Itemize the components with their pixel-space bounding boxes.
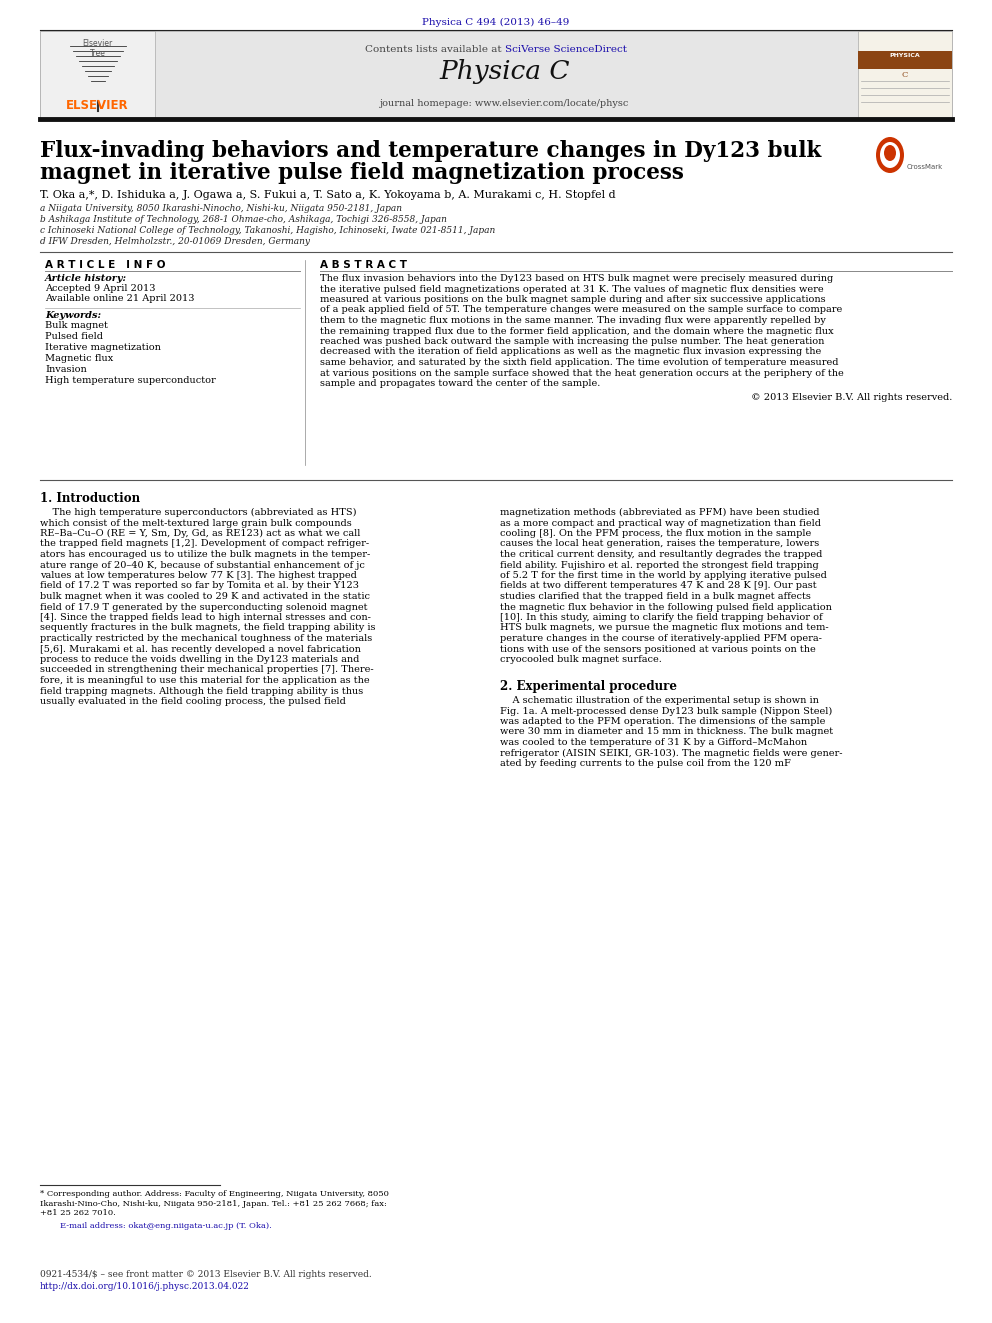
Text: CrossMark: CrossMark <box>907 164 943 169</box>
Text: RE–Ba–Cu–O (RE = Y, Sm, Dy, Gd, as RE123) act as what we call: RE–Ba–Cu–O (RE = Y, Sm, Dy, Gd, as RE123… <box>40 529 360 538</box>
Text: High temperature superconductor: High temperature superconductor <box>45 376 215 385</box>
Bar <box>40 30 952 118</box>
Text: C: C <box>902 71 909 79</box>
Text: Ikarashi-Nino-Cho, Nishi-ku, Niigata 950-2181, Japan. Tel.: +81 25 262 7668; fax: Ikarashi-Nino-Cho, Nishi-ku, Niigata 950… <box>40 1200 387 1208</box>
Text: 1. Introduction: 1. Introduction <box>40 492 140 505</box>
Text: fields at two different temperatures 47 K and 28 K [9]. Our past: fields at two different temperatures 47 … <box>500 582 816 590</box>
Text: PHYSICA: PHYSICA <box>890 53 921 58</box>
Text: usually evaluated in the field cooling process, the pulsed field: usually evaluated in the field cooling p… <box>40 697 346 706</box>
Text: magnetization methods (abbreviated as PFM) have been studied: magnetization methods (abbreviated as PF… <box>500 508 819 517</box>
Ellipse shape <box>880 142 900 168</box>
Text: Magnetic flux: Magnetic flux <box>45 355 113 363</box>
Text: Physica C: Physica C <box>439 60 570 83</box>
Text: sample and propagates toward the center of the sample.: sample and propagates toward the center … <box>320 378 600 388</box>
Text: was adapted to the PFM operation. The dimensions of the sample: was adapted to the PFM operation. The di… <box>500 717 825 726</box>
Text: The flux invasion behaviors into the Dy123 based on HTS bulk magnet were precise: The flux invasion behaviors into the Dy1… <box>320 274 833 283</box>
Text: values at low temperatures below 77 K [3]. The highest trapped: values at low temperatures below 77 K [3… <box>40 572 357 579</box>
Text: field ability. Fujishiro et al. reported the strongest field trapping: field ability. Fujishiro et al. reported… <box>500 561 818 569</box>
Text: them to the magnetic flux motions in the same manner. The invading flux were app: them to the magnetic flux motions in the… <box>320 316 826 325</box>
Text: Available online 21 April 2013: Available online 21 April 2013 <box>45 294 194 303</box>
Text: succeeded in strengthening their mechanical properties [7]. There-: succeeded in strengthening their mechani… <box>40 665 374 675</box>
Text: * Corresponding author. Address: Faculty of Engineering, Niigata University, 805: * Corresponding author. Address: Faculty… <box>40 1189 389 1199</box>
Text: Pulsed field: Pulsed field <box>45 332 103 341</box>
Text: the trapped field magnets [1,2]. Development of compact refriger-: the trapped field magnets [1,2]. Develop… <box>40 540 369 549</box>
Text: b Ashikaga Institute of Technology, 268-1 Ohmae-cho, Ashikaga, Tochigi 326-8558,: b Ashikaga Institute of Technology, 268-… <box>40 216 446 224</box>
Text: A R T I C L E   I N F O: A R T I C L E I N F O <box>45 261 166 270</box>
Text: process to reduce the voids dwelling in the Dy123 materials and: process to reduce the voids dwelling in … <box>40 655 359 664</box>
Bar <box>40 30 155 118</box>
Text: measured at various positions on the bulk magnet sample during and after six suc: measured at various positions on the bul… <box>320 295 825 304</box>
Text: bulk magnet when it was cooled to 29 K and activated in the static: bulk magnet when it was cooled to 29 K a… <box>40 591 370 601</box>
Text: of 5.2 T for the first time in the world by applying iterative pulsed: of 5.2 T for the first time in the world… <box>500 572 827 579</box>
Text: 2. Experimental procedure: 2. Experimental procedure <box>500 680 677 693</box>
Text: Keywords:: Keywords: <box>45 311 101 320</box>
Text: as a more compact and practical way of magnetization than field: as a more compact and practical way of m… <box>500 519 821 528</box>
Text: E-mail address: okat@eng.niigata-u.ac.jp (T. Oka).: E-mail address: okat@eng.niigata-u.ac.jp… <box>60 1221 272 1229</box>
Text: Contents lists available at: Contents lists available at <box>365 45 505 54</box>
Text: fore, it is meaningful to use this material for the application as the: fore, it is meaningful to use this mater… <box>40 676 370 685</box>
Text: perature changes in the course of iteratively-applied PFM opera-: perature changes in the course of iterat… <box>500 634 822 643</box>
Text: SciVerse ScienceDirect: SciVerse ScienceDirect <box>505 45 627 54</box>
Text: [4]. Since the trapped fields lead to high internal stresses and con-: [4]. Since the trapped fields lead to hi… <box>40 613 371 622</box>
Text: of a peak applied field of 5T. The temperature changes were measured on the samp: of a peak applied field of 5T. The tempe… <box>320 306 842 315</box>
Text: cooling [8]. On the PFM process, the flux motion in the sample: cooling [8]. On the PFM process, the flu… <box>500 529 811 538</box>
Text: cryocooled bulk magnet surface.: cryocooled bulk magnet surface. <box>500 655 662 664</box>
Text: same behavior, and saturated by the sixth field application. The time evolution : same behavior, and saturated by the sixt… <box>320 359 838 366</box>
Text: which consist of the melt-textured large grain bulk compounds: which consist of the melt-textured large… <box>40 519 352 528</box>
Ellipse shape <box>884 146 896 161</box>
Text: causes the local heat generation, raises the temperature, lowers: causes the local heat generation, raises… <box>500 540 819 549</box>
Text: HTS bulk magnets, we pursue the magnetic flux motions and tem-: HTS bulk magnets, we pursue the magnetic… <box>500 623 828 632</box>
Text: 0921-4534/$ – see front matter © 2013 Elsevier B.V. All rights reserved.: 0921-4534/$ – see front matter © 2013 El… <box>40 1270 372 1279</box>
Text: refrigerator (AISIN SEIKI, GR-103). The magnetic fields were gener-: refrigerator (AISIN SEIKI, GR-103). The … <box>500 749 842 758</box>
Text: sequently fractures in the bulk magnets, the field trapping ability is: sequently fractures in the bulk magnets,… <box>40 623 376 632</box>
Text: at various positions on the sample surface showed that the heat generation occur: at various positions on the sample surfa… <box>320 369 844 377</box>
Text: The high temperature superconductors (abbreviated as HTS): The high temperature superconductors (ab… <box>40 508 356 517</box>
Text: c Ichinoseki National College of Technology, Takanoshi, Hagisho, Ichinoseki, Iwa: c Ichinoseki National College of Technol… <box>40 226 495 235</box>
Text: were 30 mm in diameter and 15 mm in thickness. The bulk magnet: were 30 mm in diameter and 15 mm in thic… <box>500 728 833 737</box>
Text: field trapping magnets. Although the field trapping ability is thus: field trapping magnets. Although the fie… <box>40 687 363 696</box>
Text: http://dx.doi.org/10.1016/j.physc.2013.04.022: http://dx.doi.org/10.1016/j.physc.2013.0… <box>40 1282 250 1291</box>
Text: Iterative magnetization: Iterative magnetization <box>45 343 161 352</box>
Text: was cooled to the temperature of 31 K by a Gifford–McMahon: was cooled to the temperature of 31 K by… <box>500 738 807 747</box>
Text: Invasion: Invasion <box>45 365 86 374</box>
Ellipse shape <box>876 138 904 173</box>
Text: practically restricted by the mechanical toughness of the materials: practically restricted by the mechanical… <box>40 634 372 643</box>
Text: T. Oka a,*, D. Ishiduka a, J. Ogawa a, S. Fukui a, T. Sato a, K. Yokoyama b, A. : T. Oka a,*, D. Ishiduka a, J. Ogawa a, S… <box>40 191 616 200</box>
Text: Article history:: Article history: <box>45 274 127 283</box>
Text: tions with use of the sensors positioned at various points on the: tions with use of the sensors positioned… <box>500 644 815 654</box>
Text: ELSEVIER: ELSEVIER <box>66 99 129 112</box>
Bar <box>858 30 952 118</box>
Text: ated by feeding currents to the pulse coil from the 120 mF: ated by feeding currents to the pulse co… <box>500 759 791 767</box>
Text: the magnetic flux behavior in the following pulsed field application: the magnetic flux behavior in the follow… <box>500 602 832 611</box>
Text: Bulk magnet: Bulk magnet <box>45 321 108 329</box>
Text: [5,6]. Murakami et al. has recently developed a novel fabrication: [5,6]. Murakami et al. has recently deve… <box>40 644 361 654</box>
Text: studies clarified that the trapped field in a bulk magnet affects: studies clarified that the trapped field… <box>500 591 810 601</box>
Text: Flux-invading behaviors and temperature changes in Dy123 bulk: Flux-invading behaviors and temperature … <box>40 140 821 161</box>
Text: Accepted 9 April 2013: Accepted 9 April 2013 <box>45 284 156 292</box>
Text: journal homepage: www.elsevier.com/locate/physc: journal homepage: www.elsevier.com/locat… <box>380 99 630 108</box>
Text: magnet in iterative pulse field magnetization process: magnet in iterative pulse field magnetiz… <box>40 161 683 184</box>
Text: the remaining trapped flux due to the former field application, and the domain w: the remaining trapped flux due to the fo… <box>320 327 833 336</box>
Text: +81 25 262 7010.: +81 25 262 7010. <box>40 1209 116 1217</box>
Text: ators has encouraged us to utilize the bulk magnets in the temper-: ators has encouraged us to utilize the b… <box>40 550 370 560</box>
Text: field of 17.9 T generated by the superconducting solenoid magnet: field of 17.9 T generated by the superco… <box>40 602 367 611</box>
Text: the iterative pulsed field magnetizations operated at 31 K. The values of magnet: the iterative pulsed field magnetization… <box>320 284 823 294</box>
Text: [10]. In this study, aiming to clarify the field trapping behavior of: [10]. In this study, aiming to clarify t… <box>500 613 822 622</box>
Text: reached was pushed back outward the sample with increasing the pulse number. The: reached was pushed back outward the samp… <box>320 337 824 347</box>
Text: d IFW Dresden, Helmholzstr., 20-01069 Dresden, Germany: d IFW Dresden, Helmholzstr., 20-01069 Dr… <box>40 237 310 246</box>
Text: field of 17.2 T was reported so far by Tomita et al. by their Y123: field of 17.2 T was reported so far by T… <box>40 582 359 590</box>
Text: A schematic illustration of the experimental setup is shown in: A schematic illustration of the experime… <box>500 696 818 705</box>
Text: a Niigata University, 8050 Ikarashi-Ninocho, Nishi-ku, Niigata 950-2181, Japan: a Niigata University, 8050 Ikarashi-Nino… <box>40 204 402 213</box>
Text: Physica C 494 (2013) 46–49: Physica C 494 (2013) 46–49 <box>423 19 569 28</box>
Text: © 2013 Elsevier B.V. All rights reserved.: © 2013 Elsevier B.V. All rights reserved… <box>751 393 952 401</box>
Text: the critical current density, and resultantly degrades the trapped: the critical current density, and result… <box>500 550 822 560</box>
Text: Elsevier
Tree: Elsevier Tree <box>82 38 113 58</box>
Text: decreased with the iteration of field applications as well as the magnetic flux : decreased with the iteration of field ap… <box>320 348 821 356</box>
Text: A B S T R A C T: A B S T R A C T <box>320 261 407 270</box>
Text: ature range of 20–40 K, because of substantial enhancement of jc: ature range of 20–40 K, because of subst… <box>40 561 365 569</box>
Text: Fig. 1a. A melt-processed dense Dy123 bulk sample (Nippon Steel): Fig. 1a. A melt-processed dense Dy123 bu… <box>500 706 832 716</box>
Bar <box>858 52 952 69</box>
